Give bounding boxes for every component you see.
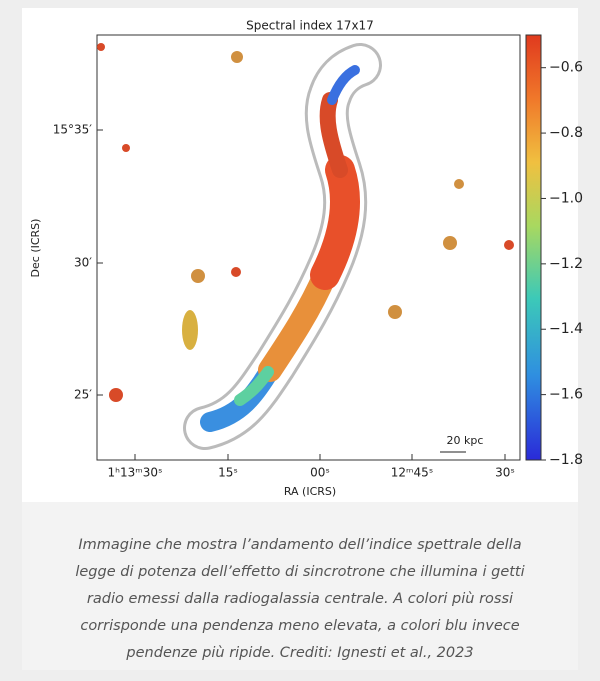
x-label: RA (ICRS)	[284, 485, 336, 498]
y-tick-label: 25′	[74, 388, 92, 402]
scale-label: 20 kpc	[447, 434, 484, 447]
page: 20 kpc Spectral index 17x17 RA (ICRS) De…	[0, 0, 600, 677]
colorbar-tick-label: −1.8	[549, 452, 583, 468]
colorbar-tick-label: −1.4	[549, 321, 583, 337]
figure-title: Spectral index 17x17	[246, 19, 374, 33]
x-tick-label: 00ˢ	[310, 466, 330, 480]
figure: 20 kpc Spectral index 17x17 RA (ICRS) De…	[0, 0, 600, 677]
colorbar-tick-label: −1.2	[549, 256, 583, 272]
colorbar	[526, 35, 541, 460]
y-tick-label: 15°35′	[53, 123, 93, 137]
colorbar-tick-label: −0.8	[549, 125, 583, 141]
x-tick-label: 1ʰ13ᵐ30ˢ	[108, 466, 163, 480]
x-tick-label: 30ˢ	[495, 466, 515, 480]
y-tick-label: 30′	[74, 256, 92, 270]
y-label: Dec (ICRS)	[29, 219, 42, 278]
caption-line: Immagine che mostra l’andamento dell’ind…	[78, 537, 521, 553]
caption-line: radio emessi dalla radiogalassia central…	[87, 591, 513, 607]
x-tick-label: 15ˢ	[218, 466, 238, 480]
colorbar-tick-label: −1.6	[549, 387, 583, 403]
colorbar-tick-label: −1.0	[549, 190, 583, 206]
x-tick-label: 12ᵐ45ˢ	[391, 466, 434, 480]
caption-line: legge di potenza dell’effetto di sincrot…	[75, 564, 524, 580]
caption-line: corrisponde una pendenza meno elevata, a…	[80, 618, 519, 634]
caption-line: pendenze più ripide. Crediti: Ignesti et…	[125, 645, 473, 661]
colorbar-tick-label: −0.6	[549, 60, 583, 76]
